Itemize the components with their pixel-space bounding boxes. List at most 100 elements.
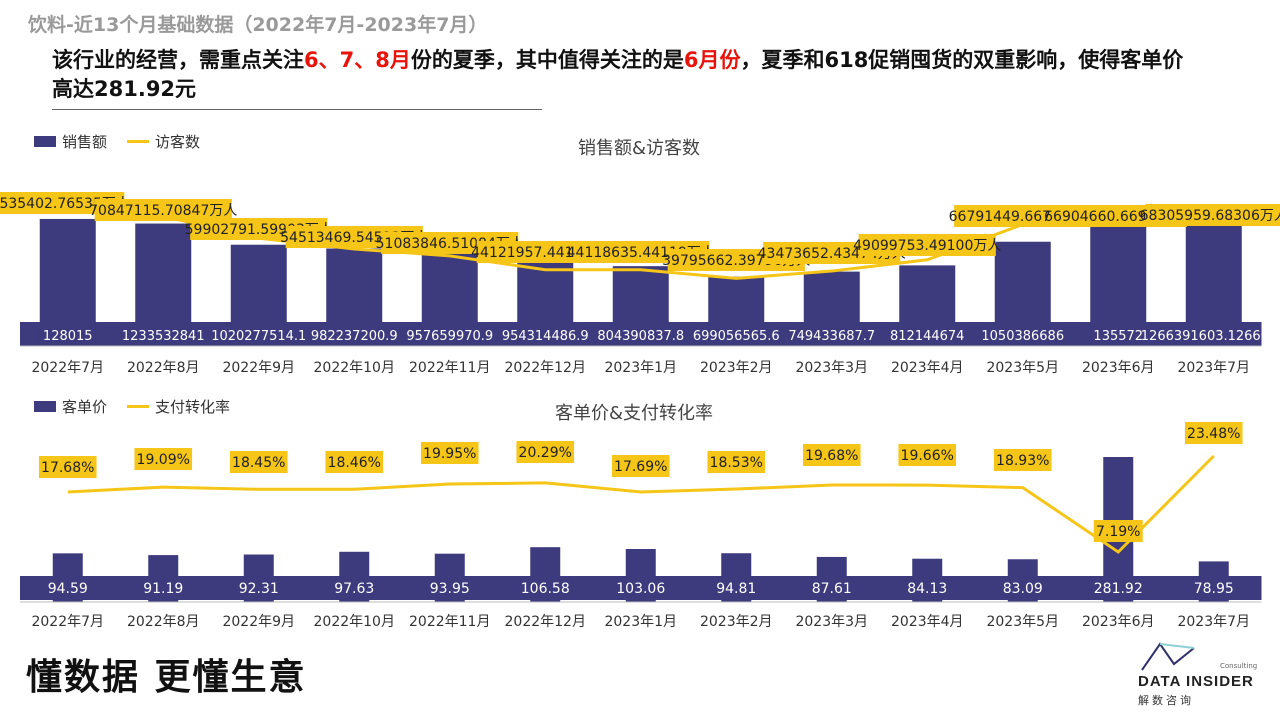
sales-data-label: 954314486.9 <box>502 329 589 344</box>
x-tick-label: 2023年5月 <box>986 614 1059 630</box>
x-tick-label: 2023年4月 <box>891 360 964 376</box>
x-tick-label: 2023年3月 <box>795 360 868 376</box>
logo: Consulting DATA INSIDER 解数咨询 <box>1136 640 1266 710</box>
sales-data-label: 982237200.9 <box>311 329 398 344</box>
x-tick-label: 2022年12月 <box>505 360 586 376</box>
x-tick-label: 2022年12月 <box>505 614 586 630</box>
conversion-data-label: 7.19% <box>1096 524 1140 540</box>
conversion-data-label: 18.53% <box>710 455 763 471</box>
x-tick-label: 2022年9月 <box>222 360 295 376</box>
conversion-data-label: 23.48% <box>1187 426 1240 442</box>
conversion-data-label: 18.93% <box>996 453 1049 469</box>
x-tick-label: 2023年5月 <box>986 360 1059 376</box>
sales-visitors-chart: 128015 1233532841 1020277514.1 982237200.9 9… <box>0 192 1280 376</box>
sales-bar <box>39 218 96 346</box>
x-tick-label: 2023年7月 <box>1177 360 1250 376</box>
conversion-label-bg <box>898 444 957 466</box>
legend-label: 访客数 <box>155 133 201 151</box>
price-data-label: 97.63 <box>334 581 374 597</box>
conversion-label-bg <box>134 448 193 470</box>
visitors-data-label: 68305959.68306万人 <box>1140 208 1280 224</box>
x-tick-label: 2023年4月 <box>891 614 964 630</box>
price-data-label: 94.59 <box>48 581 88 597</box>
conversion-label-bg <box>420 442 479 464</box>
price-data-label: 94.81 <box>716 581 756 597</box>
legend-bar-swatch <box>34 136 56 147</box>
logo-brand: DATA INSIDER <box>1138 673 1254 690</box>
sales-bar <box>994 241 1051 346</box>
headline-highlight: 6月份 <box>683 48 741 72</box>
headline-part: 该行业的经营，需重点关注 <box>52 48 304 72</box>
conversion-data-label: 18.45% <box>232 455 285 471</box>
sales-data-label: 699056565.6 <box>693 329 780 344</box>
conversion-data-label: 20.29% <box>519 445 572 461</box>
conversion-data-label: 19.66% <box>901 448 954 464</box>
price-data-label: 91.19 <box>143 581 183 597</box>
sales-bar <box>708 276 765 346</box>
visitors-label-bg <box>1145 204 1280 226</box>
conversion-label-bg <box>993 449 1052 471</box>
sales-bar <box>899 265 956 346</box>
x-tick-label: 2022年10月 <box>314 360 395 376</box>
visitors-data-label: 70847115.70847万人 <box>89 203 237 219</box>
conversion-line <box>67 454 1215 554</box>
conversion-data-label: 17.68% <box>41 460 94 476</box>
conversion-label-bg <box>229 451 288 473</box>
conversion-label-bg <box>325 451 384 473</box>
conversion-label-bg <box>1093 520 1143 542</box>
conversion-label-bg <box>516 441 575 463</box>
conversion-data-label: 18.46% <box>328 455 381 471</box>
visitors-label-bg <box>0 192 125 214</box>
headline-part: 份的夏季，其中值得关注的是 <box>410 48 684 72</box>
sales-data-label: 1050386686 <box>981 329 1064 344</box>
x-tick-label: 2023年6月 <box>1082 614 1155 630</box>
x-tick-label: 2023年1月 <box>604 614 677 630</box>
chart2-title: 客单价&支付转化率 <box>555 403 714 424</box>
price-data-label: 281.92 <box>1094 581 1143 597</box>
price-data-label: 103.06 <box>616 581 665 597</box>
x-tick-label: 2023年6月 <box>1082 360 1155 376</box>
headline-highlight: 6、7、8月 <box>304 48 411 72</box>
conversion-label-bg <box>38 456 97 478</box>
conversion-label-bg <box>1184 422 1243 444</box>
conversion-label-bg <box>707 451 766 473</box>
price-data-label: 78.95 <box>1194 581 1234 597</box>
price-data-label: 93.95 <box>430 581 470 597</box>
page-subtitle: 饮料-近13个月基础数据（2022年7月-2023年7月） <box>28 14 488 36</box>
x-tick-label: 2022年11月 <box>409 614 490 630</box>
sales-bar <box>612 266 669 346</box>
x-tick-label: 2022年7月 <box>31 614 104 630</box>
page-headline: 该行业的经营，需重点关注6、7、8月份的夏季，其中值得关注的是6月份，夏季和61… <box>52 46 1202 104</box>
sales-data-label: 1266391603.1266亿元 <box>1141 329 1280 344</box>
sales-data-label: 1020277514.1 <box>211 329 306 344</box>
headline-divider <box>52 109 542 110</box>
sales-data-label: 128015 <box>43 329 93 344</box>
conversion-data-label: 19.68% <box>805 448 858 464</box>
chart1-legend: 销售额 访客数 <box>34 131 200 152</box>
visitors-label-bg <box>858 234 996 256</box>
sales-bar <box>803 271 860 346</box>
sales-bar <box>1185 220 1242 346</box>
x-tick-label: 2022年8月 <box>127 614 200 630</box>
x-tick-label: 2022年11月 <box>409 360 490 376</box>
slogan: 懂数据 更懂生意 <box>26 657 307 698</box>
conversion-data-label: 17.69% <box>614 459 667 475</box>
chart2-legend: 客单价 支付转化率 <box>34 396 230 417</box>
x-tick-label: 2023年7月 <box>1177 614 1250 630</box>
conversion-label-bg <box>802 444 861 466</box>
logo-cn: 解数咨询 <box>1138 694 1194 707</box>
sales-bar <box>326 248 383 346</box>
chart1-title: 销售额&访客数 <box>578 138 701 159</box>
conversion-data-label: 19.95% <box>423 446 476 462</box>
price-data-label: 106.58 <box>521 581 570 597</box>
logo-mark-icon <box>1141 642 1195 671</box>
sales-bar <box>1090 211 1147 346</box>
price-data-label: 83.09 <box>1003 581 1043 597</box>
legend-label: 客单价 <box>62 398 108 416</box>
sales-data-label: 749433687.7 <box>788 329 875 344</box>
price-data-label: 87.61 <box>812 581 852 597</box>
logo-tag: Consulting <box>1220 662 1258 670</box>
legend-line-swatch <box>127 140 150 143</box>
conversion-label-bg <box>611 455 670 477</box>
sales-data-label: 812144674 <box>890 329 964 344</box>
